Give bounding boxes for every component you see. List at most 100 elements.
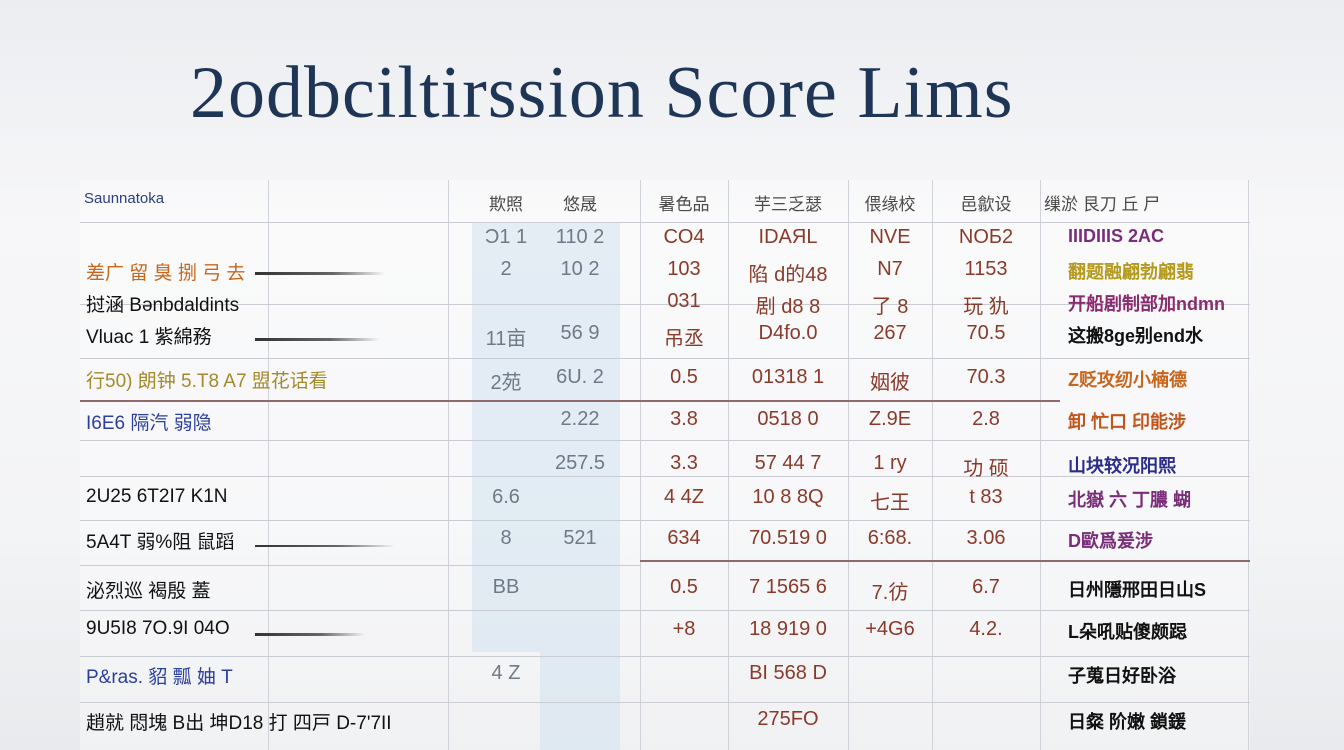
table-cell: 2 xyxy=(500,258,512,280)
table-cell: 0518 0 xyxy=(757,408,819,430)
table-cell: BI 568 D xyxy=(749,662,827,684)
ink-stroke xyxy=(255,272,385,275)
table-cell: 56 9 xyxy=(560,322,600,344)
grid-vline xyxy=(268,180,269,750)
ink-stroke xyxy=(255,338,380,341)
table-cell: 10 8 8Q xyxy=(752,486,824,508)
table-cell: 8 xyxy=(500,527,512,549)
table-cell: Z.9E xyxy=(868,408,912,430)
table-cell: BB xyxy=(492,576,520,598)
table-cell: 7.彷 xyxy=(871,582,909,604)
table-cell: 634 xyxy=(667,527,701,549)
grid-vline xyxy=(932,180,933,750)
row-note: 开船剧制部加ndmn xyxy=(1068,294,1225,314)
grid-hline xyxy=(80,304,1250,305)
table-cell: 玩 犰 xyxy=(963,296,1009,318)
grid-vline xyxy=(728,180,729,750)
table-cell: 剧 d8 8 xyxy=(755,296,821,318)
grid-hline xyxy=(80,610,1250,611)
table-cell: N7 xyxy=(877,258,903,280)
table-corner-label: Saunnatoka xyxy=(84,190,165,207)
table-cell: 2苑 xyxy=(490,372,522,394)
grid-hline xyxy=(80,565,640,566)
table-cell: 了 8 xyxy=(871,296,909,318)
grid-hline xyxy=(80,222,1250,223)
table-cell: 521 xyxy=(563,527,597,549)
row-label: 行50) 朗钟 5.T8 A7 盟花话看 xyxy=(86,371,328,392)
row-note: 日粲 阶嫩 鎖鍰 xyxy=(1068,712,1187,732)
table-cell: 6.7 xyxy=(972,576,1000,598)
grid-vline xyxy=(1040,180,1041,750)
table-cell: IDAЯL xyxy=(758,226,818,248)
grid-hline xyxy=(80,476,1250,477)
ink-stroke xyxy=(255,545,395,547)
row-label: P&ras. 貂 瓢 妯 T xyxy=(86,667,233,688)
table-cell: CO4 xyxy=(663,226,705,248)
grid-vline xyxy=(640,180,641,750)
table-cell: 3.8 xyxy=(670,408,698,430)
table-cell: 70.519 0 xyxy=(749,527,827,549)
table-cell: 257.5 xyxy=(554,452,606,474)
table-cell: 1153 xyxy=(964,258,1008,280)
table-cell: 70.5 xyxy=(966,322,1006,344)
table-cell: NOБ2 xyxy=(958,226,1014,248)
table-cell: 0.5 xyxy=(670,576,698,598)
table-cell: 姻彼 xyxy=(870,372,910,394)
row-label: 2U25 6T2I7 K1N xyxy=(86,486,228,507)
table-cell: 陷 d的48 xyxy=(748,264,828,286)
grid-vline xyxy=(848,180,849,750)
table-cell: 6.6 xyxy=(492,486,520,508)
row-note: 子蒐日好卧浴 xyxy=(1068,666,1176,686)
column-shade-2 xyxy=(540,222,620,750)
page-title: 2odbciltirssion Score Lims xyxy=(190,52,1014,134)
grid-hline xyxy=(80,358,1250,359)
table-cell: 01318 1 xyxy=(751,366,825,388)
column-header: 缫淤 艮刀 丘 尸 xyxy=(1044,195,1161,214)
table-cell: 6:68. xyxy=(867,527,913,549)
table-cell: 功 硕 xyxy=(963,458,1009,480)
row-label: I6E6 隔汽 弱隐 xyxy=(86,413,212,434)
table-cell: t 83 xyxy=(969,486,1003,508)
row-label: 挝涵 Bənbdaldints xyxy=(86,295,240,316)
table-cell: Ɔ1 1 xyxy=(484,226,528,248)
grid-vline xyxy=(448,180,449,750)
row-note: 日州隱邢田日山S xyxy=(1068,580,1207,600)
row-note: 山块较况阳熙 xyxy=(1068,456,1176,476)
row-note: 北嶽 六 丁膿 蝴 xyxy=(1068,490,1192,510)
table-cell: 3.3 xyxy=(670,452,698,474)
table-cell: 267 xyxy=(873,322,907,344)
table-cell: 103 xyxy=(667,258,701,280)
row-label: 差广 留 臭 捌 弓 去 xyxy=(86,263,246,284)
table-cell: D4fo.0 xyxy=(758,322,818,344)
table-cell: 1 ry xyxy=(873,452,907,474)
row-note: Z贬攻纫小楠德 xyxy=(1068,370,1187,390)
table-cell: 4 Z xyxy=(491,662,521,684)
row-note: 这搬8ge别end水 xyxy=(1068,326,1204,346)
table-cell: 0.5 xyxy=(670,366,698,388)
grid-hline xyxy=(80,440,1250,441)
grid-hline xyxy=(80,702,1250,703)
table-cell: 10 2 xyxy=(560,258,600,280)
column-header: 邑歙设 xyxy=(960,195,1012,214)
row-note: IIIDIIIS 2AC xyxy=(1068,226,1165,246)
grid-hline-divider xyxy=(80,400,1060,402)
grid-vline xyxy=(1248,180,1249,750)
row-label: 9U5I8 7O.9I 04O xyxy=(86,618,230,639)
ink-stroke xyxy=(255,633,365,636)
grid-hline xyxy=(80,520,1250,521)
row-label: 5A4T 弱%阻 鼠蹈 xyxy=(86,532,235,553)
column-header: 芋三乏瑟 xyxy=(754,195,822,214)
table-cell: 2.8 xyxy=(972,408,1000,430)
table-cell: 18 919 0 xyxy=(749,618,827,640)
table-cell: 七王 xyxy=(870,492,910,514)
row-note: 卸 忙口 印能涉 xyxy=(1068,412,1187,432)
score-table xyxy=(80,180,1250,750)
row-note: 翻题融翩勃翩翡 xyxy=(1068,262,1194,282)
table-cell: 70.3 xyxy=(966,366,1006,388)
column-header: 暑色品 xyxy=(658,195,710,214)
column-header: 悠晟 xyxy=(563,195,597,214)
grid-hline-divider xyxy=(640,560,1250,562)
column-shade-1 xyxy=(472,222,540,652)
row-note: L朵吼贴傻颇跽 xyxy=(1068,622,1187,642)
table-cell: 57 44 7 xyxy=(754,452,822,474)
